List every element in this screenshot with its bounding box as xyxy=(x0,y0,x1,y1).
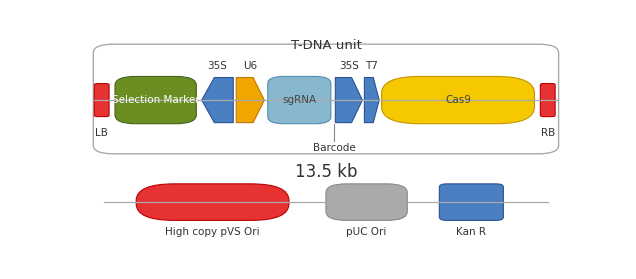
FancyBboxPatch shape xyxy=(94,83,109,117)
Text: 13.5 kb: 13.5 kb xyxy=(294,163,357,181)
Polygon shape xyxy=(364,78,379,123)
Text: High copy pVS Ori: High copy pVS Ori xyxy=(165,227,260,237)
FancyBboxPatch shape xyxy=(136,184,289,220)
Polygon shape xyxy=(236,78,265,123)
Polygon shape xyxy=(202,78,233,123)
FancyBboxPatch shape xyxy=(115,76,197,124)
Text: Selection Marker: Selection Marker xyxy=(112,95,200,105)
Text: RB: RB xyxy=(541,128,555,138)
Text: T7: T7 xyxy=(365,61,378,71)
Text: T-DNA unit: T-DNA unit xyxy=(291,39,361,52)
Text: U6: U6 xyxy=(243,61,258,71)
FancyBboxPatch shape xyxy=(326,184,407,220)
Text: 35S: 35S xyxy=(339,61,359,71)
Text: 35S: 35S xyxy=(207,61,228,71)
FancyBboxPatch shape xyxy=(541,83,555,117)
FancyBboxPatch shape xyxy=(439,184,504,220)
FancyBboxPatch shape xyxy=(268,76,331,124)
Text: Kan R: Kan R xyxy=(457,227,487,237)
FancyBboxPatch shape xyxy=(382,76,534,124)
Text: LB: LB xyxy=(95,128,108,138)
Text: pUC Ori: pUC Ori xyxy=(347,227,387,237)
Text: sgRNA: sgRNA xyxy=(282,95,316,105)
Text: Cas9: Cas9 xyxy=(445,95,471,105)
Polygon shape xyxy=(335,78,363,123)
Text: Barcode: Barcode xyxy=(313,143,356,153)
